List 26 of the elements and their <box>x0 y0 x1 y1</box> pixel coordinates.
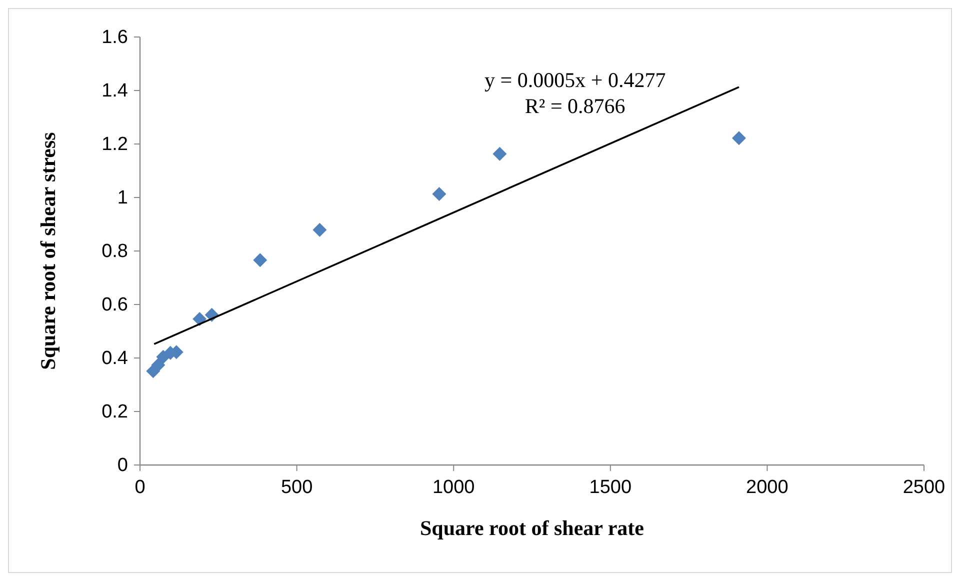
y-tick-label: 1.4 <box>102 80 128 102</box>
y-tick-label: 0.2 <box>102 402 128 422</box>
y-tick-label: 0.8 <box>102 241 128 262</box>
x-tick-label: 500 <box>280 477 313 498</box>
x-tick-label: 1500 <box>589 477 632 498</box>
y-tick-label: 0.4 <box>102 348 128 369</box>
y-tick-label: 0.6 <box>102 294 128 316</box>
point <box>192 312 207 326</box>
point <box>151 358 166 372</box>
annotation: y = 0.0005x + 0.4277 <box>484 68 666 92</box>
point <box>432 187 446 202</box>
x-tick-label: 2000 <box>746 477 788 498</box>
x-tick-label: 2500 <box>902 477 946 498</box>
y-axis-title: Square root of shear stress <box>36 132 60 370</box>
y-tick-label: 1.6 <box>102 27 128 48</box>
y-tick-label: 1 <box>117 188 128 208</box>
point <box>732 131 746 146</box>
point <box>492 146 507 161</box>
annotation: R² = 0.8766 <box>524 94 626 118</box>
point <box>312 222 327 237</box>
x-axis-title: Square root of shear rate <box>420 516 644 540</box>
y-tick-label: 0 <box>117 455 128 476</box>
y-tick-label: 1.2 <box>102 134 128 155</box>
x-tick-label: 0 <box>134 477 146 498</box>
x-tick-label: 1000 <box>432 477 475 498</box>
point <box>253 253 268 268</box>
